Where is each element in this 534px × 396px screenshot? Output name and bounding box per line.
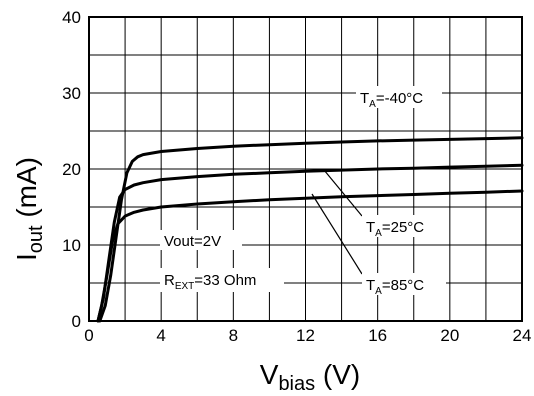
tick-labels: 0 4 8 12 16 20 24 0 10 20 30 40 [62, 8, 531, 345]
x-tick-label: 16 [368, 326, 387, 345]
series-curve-25c [96, 163, 524, 323]
annotation-rext: REXT=33 Ohm [164, 272, 256, 292]
annot-bg-rext [160, 268, 284, 292]
leader-25c [323, 169, 363, 217]
series-curve-85c [96, 189, 524, 323]
series-label-m40c: TA=-40°C [360, 90, 423, 110]
label-bg-85c [362, 273, 446, 295]
series-label-85c: TA=85°C [366, 277, 424, 297]
x-axis-title: Vbias (V) [260, 359, 361, 395]
grid [89, 17, 522, 321]
series-curve-m40c [98, 136, 524, 323]
annotation-vout: Vout=2V [164, 233, 221, 250]
y-tick-label: 40 [62, 8, 81, 27]
x-tick-label: 8 [229, 326, 238, 345]
plot-frame [88, 16, 523, 322]
x-tick-label: 24 [513, 326, 532, 345]
y-tick-label: 20 [62, 160, 81, 179]
x-tick-label: 12 [296, 326, 315, 345]
leader-lines [311, 169, 363, 275]
y-tick-label: 10 [62, 236, 81, 255]
x-tick-label: 4 [156, 326, 165, 345]
y-axis-title: Iout (mA) [11, 157, 47, 261]
label-bg-m40c [356, 86, 442, 108]
annot-bg-vout [160, 230, 242, 250]
y-tick-label: 0 [72, 312, 81, 331]
x-tick-label: 0 [84, 326, 93, 345]
series-label-25c: TA=25°C [366, 219, 424, 239]
label-bg-25c [362, 215, 446, 237]
leader-85c [311, 193, 363, 275]
x-tick-label: 20 [440, 326, 459, 345]
series-curves [96, 136, 524, 323]
y-tick-label: 30 [62, 84, 81, 103]
